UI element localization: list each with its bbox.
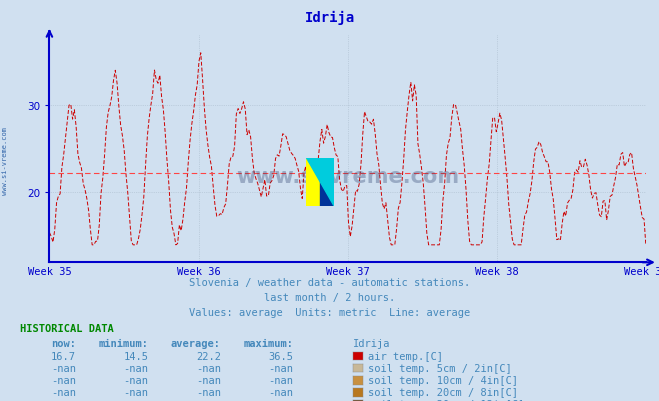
Text: -nan: -nan [196,363,221,373]
Text: air temp.[C]: air temp.[C] [368,351,443,361]
Text: -nan: -nan [123,375,148,385]
Text: -nan: -nan [123,363,148,373]
Text: -nan: -nan [268,375,293,385]
Text: -nan: -nan [51,387,76,397]
Text: -nan: -nan [196,399,221,401]
Text: soil temp. 5cm / 2in[C]: soil temp. 5cm / 2in[C] [368,363,511,373]
Text: 14.5: 14.5 [123,351,148,361]
Text: maximum:: maximum: [243,338,293,348]
Polygon shape [306,158,320,207]
Text: Idrija: Idrija [353,338,390,348]
Text: -nan: -nan [196,375,221,385]
Text: -nan: -nan [51,375,76,385]
Text: soil temp. 10cm / 4in[C]: soil temp. 10cm / 4in[C] [368,375,518,385]
Text: now:: now: [51,338,76,348]
Text: www.si-vreme.com: www.si-vreme.com [2,126,9,194]
Text: last month / 2 hours.: last month / 2 hours. [264,293,395,302]
Text: -nan: -nan [196,387,221,397]
Text: -nan: -nan [268,399,293,401]
Text: -nan: -nan [268,387,293,397]
Text: 22.2: 22.2 [196,351,221,361]
Text: www.si-vreme.com: www.si-vreme.com [236,166,459,186]
Text: minimum:: minimum: [98,338,148,348]
Text: 16.7: 16.7 [51,351,76,361]
Text: soil temp. 30cm / 12in[C]: soil temp. 30cm / 12in[C] [368,399,524,401]
Text: -nan: -nan [268,363,293,373]
Text: Idrija: Idrija [304,11,355,25]
Text: average:: average: [171,338,221,348]
Text: -nan: -nan [51,399,76,401]
Text: Values: average  Units: metric  Line: average: Values: average Units: metric Line: aver… [189,307,470,317]
Text: -nan: -nan [123,387,148,397]
Text: 36.5: 36.5 [268,351,293,361]
Text: Slovenia / weather data - automatic stations.: Slovenia / weather data - automatic stat… [189,278,470,288]
Text: soil temp. 20cm / 8in[C]: soil temp. 20cm / 8in[C] [368,387,518,397]
Polygon shape [320,158,334,207]
Text: HISTORICAL DATA: HISTORICAL DATA [20,323,113,333]
Polygon shape [306,158,334,207]
Text: -nan: -nan [51,363,76,373]
Text: -nan: -nan [123,399,148,401]
